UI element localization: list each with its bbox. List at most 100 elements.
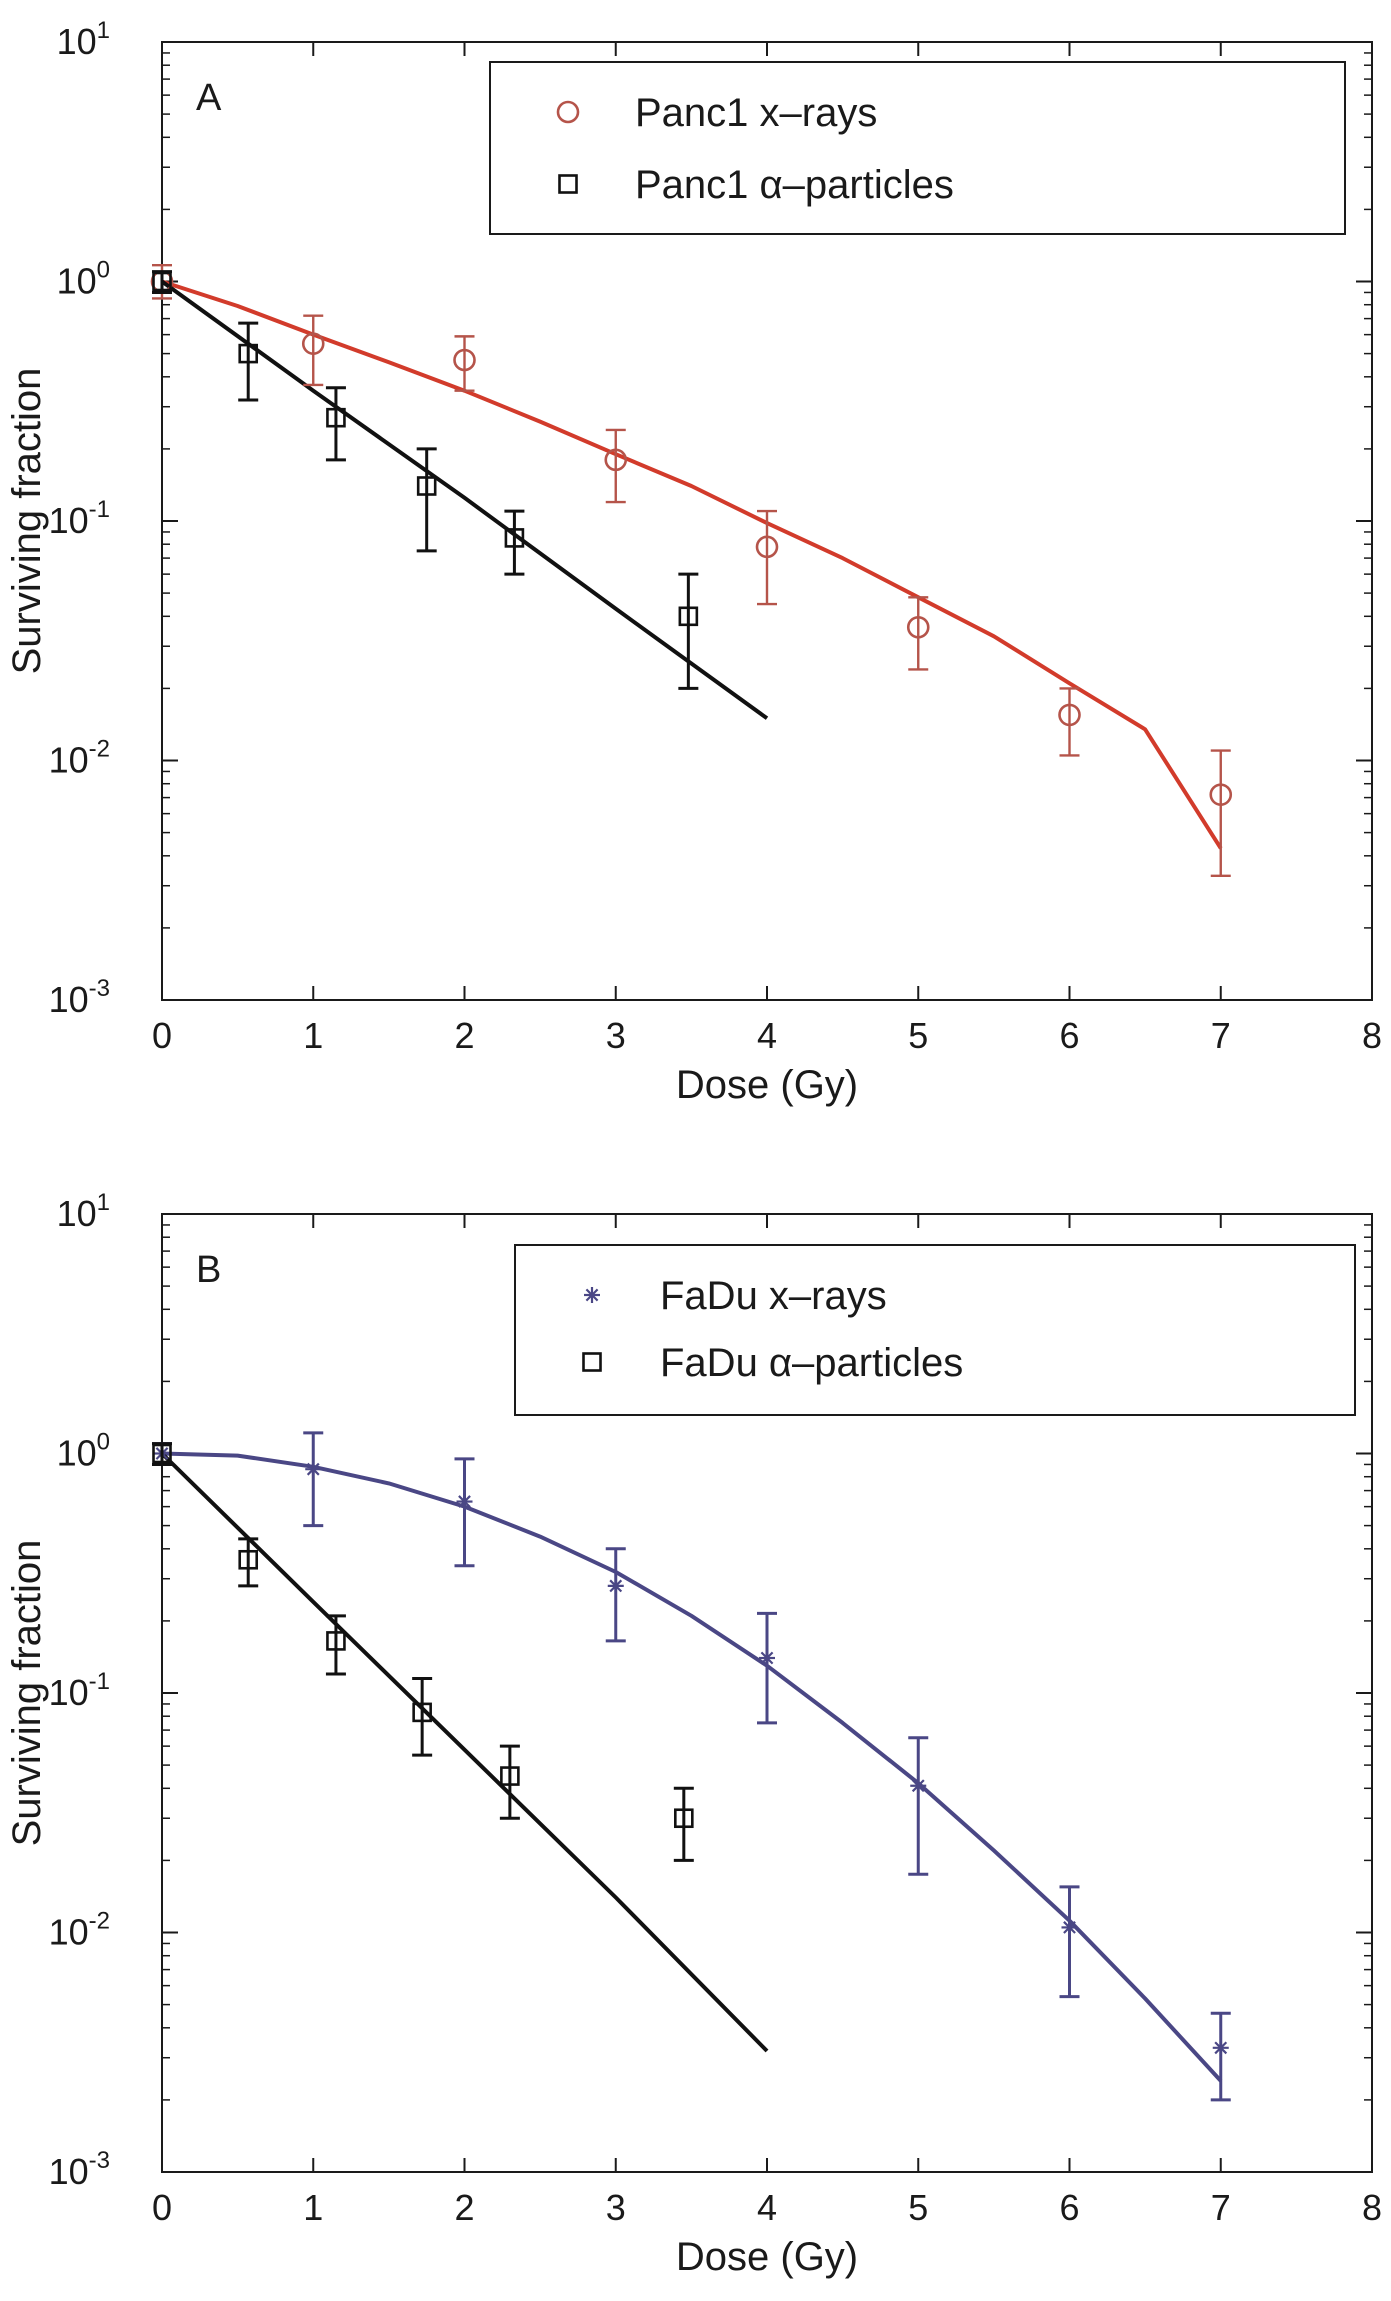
data-point	[238, 343, 259, 364]
series-1	[150, 263, 1233, 878]
series-1	[152, 1431, 1231, 2102]
data-point	[238, 1549, 259, 1570]
error-bar	[499, 1744, 520, 1820]
data-point	[906, 615, 930, 639]
error-bar	[504, 509, 525, 576]
x-axis-label: Dose (Gy)	[676, 1063, 858, 1107]
y-tick-label: 101	[57, 17, 110, 62]
data-point	[305, 1461, 322, 1478]
error-bar	[412, 1676, 433, 1757]
x-tick-label: 7	[1211, 2187, 1231, 2228]
data-point	[607, 1577, 624, 1594]
x-tick-label: 0	[152, 1015, 172, 1056]
y-tick-label: 10-3	[49, 975, 110, 1020]
error-bar	[678, 572, 699, 690]
x-tick-label: 5	[908, 1015, 928, 1056]
error-bar	[1059, 1885, 1080, 1999]
x-axis-label: Dose (Gy)	[676, 2235, 858, 2279]
panel-letter: B	[196, 1249, 221, 1291]
y-tick-label: 10-1	[49, 496, 110, 541]
x-tick-label: 0	[152, 2187, 172, 2228]
x-tick-label: 6	[1059, 2187, 1079, 2228]
data-point	[326, 1631, 346, 1651]
error-bar	[454, 335, 475, 392]
chart-panel-a: 0 1 2 3 4 5 6 7 8 101 100 10-1 10-2 10-3 Dose (Gy) Surv…	[5, 17, 1382, 1107]
x-tick-label: 4	[757, 1015, 777, 1056]
data-point	[152, 1443, 172, 1464]
data-point	[674, 1808, 694, 1829]
data-point	[453, 348, 476, 372]
legend-label: Panc1 x–rays	[635, 91, 877, 135]
x-tick-label: 1	[303, 1015, 323, 1056]
data-point	[755, 535, 779, 559]
legend: FaDu x–rays FaDu α–particles	[514, 1244, 1356, 1416]
error-bar	[238, 1537, 259, 1588]
error-bar	[908, 596, 929, 671]
error-bar	[1210, 749, 1231, 878]
data-point	[500, 1766, 520, 1786]
legend-marker	[558, 174, 578, 194]
data-point	[1061, 1919, 1078, 1936]
y-axis-label: Surviving fraction	[5, 368, 49, 675]
error-bar	[605, 428, 626, 504]
x-tick-label: 8	[1362, 2187, 1382, 2228]
data-point	[1058, 703, 1081, 727]
error-bar	[416, 447, 437, 553]
error-bar	[303, 314, 324, 387]
legend-marker	[584, 1287, 600, 1303]
data-point	[759, 1650, 775, 1667]
series-2	[152, 1442, 694, 1862]
panel-letter: A	[196, 77, 222, 119]
error-bar	[1059, 687, 1080, 757]
y-tick-label: 100	[57, 257, 110, 302]
y-tick-label: 10-3	[49, 2147, 110, 2192]
legend-box	[514, 1244, 1356, 1416]
data-point	[604, 448, 628, 472]
data-point	[326, 407, 346, 428]
x-tick-label: 2	[454, 1015, 474, 1056]
data-point	[152, 271, 172, 292]
data-point	[412, 1702, 432, 1723]
x-tick-label: 1	[303, 2187, 323, 2228]
error-bar	[757, 1611, 777, 1725]
x-tick-label: 4	[757, 2187, 777, 2228]
data-point	[456, 1493, 473, 1510]
data-point	[504, 528, 525, 548]
data-point	[301, 332, 325, 355]
x-tick-label: 5	[908, 2187, 928, 2228]
x-tick-label: 2	[454, 2187, 474, 2228]
data-point	[910, 1777, 927, 1794]
y-tick-label: 10-2	[49, 1908, 110, 1953]
error-bar	[908, 1736, 929, 1876]
error-bar	[303, 1431, 324, 1528]
y-tick-label: 100	[57, 1429, 110, 1474]
data-point	[1209, 783, 1233, 806]
error-bar	[325, 1614, 346, 1676]
x-tick-label: 3	[606, 2187, 626, 2228]
fit-curve-2	[160, 279, 769, 720]
data-point	[1212, 2039, 1229, 2056]
legend-label: FaDu x–rays	[660, 1274, 887, 1318]
x-tick-label: 7	[1211, 1015, 1231, 1056]
legend-box	[489, 61, 1346, 235]
x-tick-label: 3	[606, 1015, 626, 1056]
error-bar	[454, 1457, 475, 1568]
series-2	[152, 270, 699, 690]
data-point	[678, 606, 699, 627]
error-bar	[325, 386, 346, 462]
fit-curve-2	[160, 1452, 769, 2053]
legend: Panc1 x–rays Panc1 α–particles	[489, 61, 1346, 235]
x-tick-label: 6	[1059, 1015, 1079, 1056]
fit-curve-1	[161, 279, 1223, 850]
y-tick-label: 10-1	[49, 1668, 110, 1713]
y-tick-label: 101	[57, 1189, 110, 1234]
legend-marker	[556, 100, 580, 124]
error-bar	[1210, 2011, 1231, 2102]
fit-curve-1	[161, 1451, 1223, 2083]
y-axis-label: Surviving fraction	[5, 1540, 49, 1847]
error-bar	[673, 1786, 694, 1862]
error-bar	[605, 1547, 626, 1643]
y-tick-label: 10-2	[49, 736, 110, 781]
legend-label: FaDu α–particles	[660, 1341, 963, 1385]
